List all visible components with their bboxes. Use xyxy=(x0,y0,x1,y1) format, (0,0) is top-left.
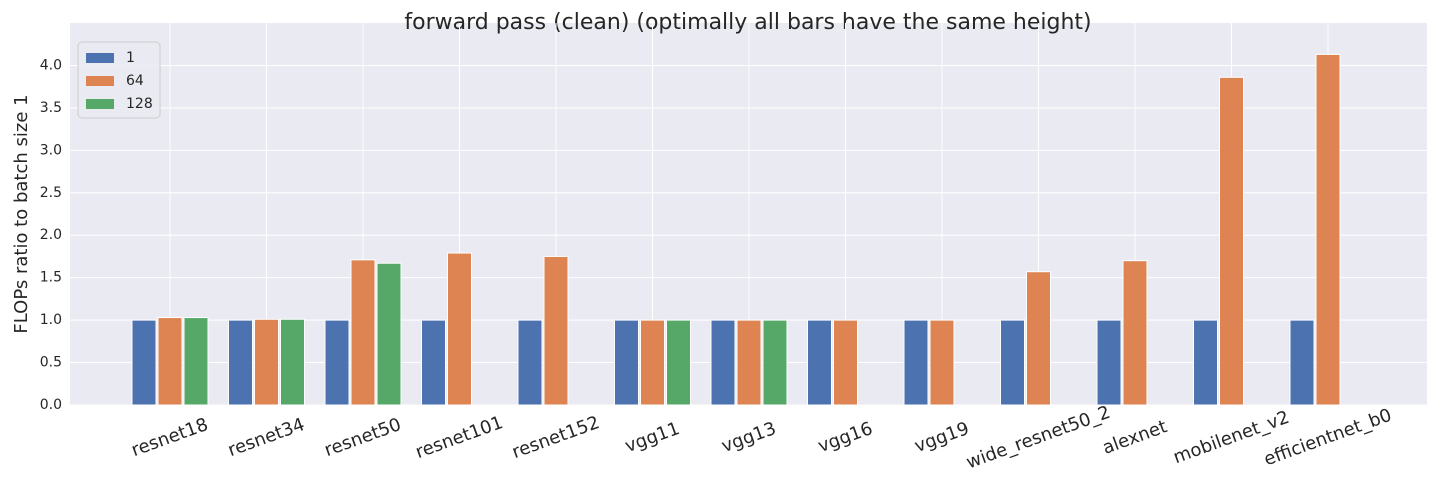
bar xyxy=(903,319,929,406)
x-tick-label: resnet101 xyxy=(413,412,506,463)
bar xyxy=(421,319,446,406)
x-tick-label: wide_resnet50_2 xyxy=(964,402,1114,474)
y-tick-label: 3.5 xyxy=(40,100,62,116)
x-tick-label: alexnet xyxy=(1100,416,1170,459)
bar xyxy=(1289,319,1315,406)
x-tick-label: vgg16 xyxy=(815,418,875,457)
x-tick-label: resnet152 xyxy=(509,412,602,463)
bar xyxy=(762,319,788,406)
bar xyxy=(1122,260,1148,406)
legend-swatch xyxy=(86,99,114,109)
legend: 1 64 128 xyxy=(77,41,161,119)
bar xyxy=(447,252,472,406)
y-tick-label: 1.5 xyxy=(40,270,62,286)
bar xyxy=(1026,271,1051,406)
y-tick-label: 0.0 xyxy=(40,397,62,413)
y-tick-label: 2.0 xyxy=(40,227,62,243)
legend-label: 1 xyxy=(126,50,135,66)
bar xyxy=(1315,53,1341,406)
bar xyxy=(517,319,543,406)
bar xyxy=(1193,319,1218,406)
x-tick-label: resnet18 xyxy=(129,414,211,461)
legend-label: 128 xyxy=(126,96,153,112)
bar xyxy=(350,259,376,406)
x-tick-label: vgg19 xyxy=(912,418,972,457)
bar xyxy=(640,319,665,406)
bar xyxy=(833,319,858,406)
y-axis-label: FLOPs ratio to batch size 1 xyxy=(11,94,32,333)
legend-swatch xyxy=(86,76,114,86)
y-tick-label: 0.5 xyxy=(40,355,62,371)
bar xyxy=(1000,319,1025,406)
bar xyxy=(614,319,639,406)
x-tick-label: resnet50 xyxy=(322,414,404,461)
bar xyxy=(666,319,691,406)
bar xyxy=(1096,319,1122,406)
bar xyxy=(543,255,569,406)
y-tick-label: 4.0 xyxy=(40,57,62,73)
bar xyxy=(324,319,350,406)
bar xyxy=(807,319,832,406)
y-tick-label: 3.0 xyxy=(40,142,62,158)
x-tick-label: vgg13 xyxy=(719,418,779,457)
y-tick-label: 2.5 xyxy=(40,185,62,201)
bar xyxy=(929,319,955,406)
bar xyxy=(710,319,736,406)
legend-swatch xyxy=(86,53,114,63)
bar xyxy=(228,319,253,406)
legend-label: 64 xyxy=(126,73,144,89)
bar xyxy=(1219,76,1244,406)
bar xyxy=(254,318,279,406)
bar xyxy=(736,319,762,406)
bar xyxy=(157,317,183,406)
x-tick-label: vgg11 xyxy=(622,418,682,457)
y-tick-label: 1.0 xyxy=(40,312,62,328)
bar xyxy=(280,318,305,406)
x-tick-label: resnet34 xyxy=(225,414,307,461)
bar xyxy=(183,317,209,406)
chart-title: forward pass (clean) (optimally all bars… xyxy=(404,10,1091,35)
bar xyxy=(131,319,157,406)
bar xyxy=(376,262,402,406)
